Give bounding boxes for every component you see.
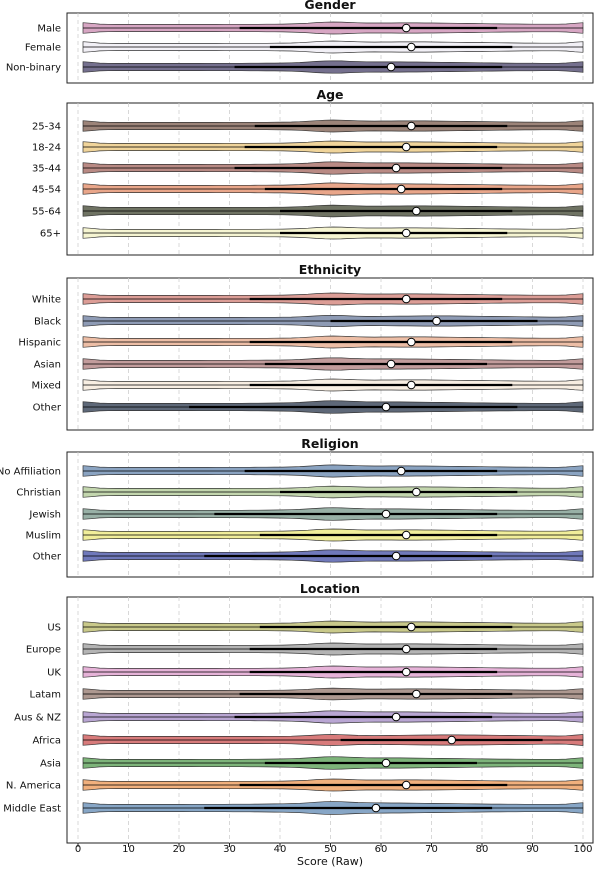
median-point xyxy=(386,359,396,369)
median-point xyxy=(401,228,411,238)
panel-title: Religion xyxy=(301,436,358,451)
median-point xyxy=(412,487,421,497)
x-tick-label: 40 xyxy=(274,844,287,855)
median-point xyxy=(447,735,457,745)
category-label: Female xyxy=(25,43,61,54)
median-point xyxy=(407,42,416,52)
x-tick-label: 70 xyxy=(425,844,438,855)
category-label: No Affiliation xyxy=(0,467,61,478)
category-label: N. America xyxy=(6,781,61,792)
panel-title: Location xyxy=(300,581,360,596)
median-point xyxy=(407,622,416,632)
category-label: Other xyxy=(33,403,62,414)
x-axis-label: Score (Raw) xyxy=(297,855,363,868)
median-point xyxy=(396,184,406,194)
x-tick-label: 20 xyxy=(173,844,186,855)
x-tick-label: 50 xyxy=(324,844,337,855)
category-label: Black xyxy=(34,317,61,328)
median-point xyxy=(371,803,381,813)
category-label: Christian xyxy=(16,488,61,499)
median-point xyxy=(412,689,421,699)
panel-title: Ethnicity xyxy=(299,262,361,277)
category-label: Muslim xyxy=(26,531,61,542)
category-label: Africa xyxy=(32,736,61,747)
category-label: Male xyxy=(37,24,61,35)
median-point xyxy=(401,530,411,540)
median-point xyxy=(407,337,416,347)
median-point xyxy=(391,712,401,722)
x-tick-label: 0 xyxy=(75,844,81,855)
category-label: 18-24 xyxy=(32,143,61,154)
x-tick-label: 100 xyxy=(573,844,592,855)
median-point xyxy=(432,316,441,326)
category-label: 65+ xyxy=(40,229,61,240)
median-point xyxy=(386,62,396,72)
median-point xyxy=(401,142,411,152)
median-point xyxy=(401,667,411,677)
median-point xyxy=(381,509,391,519)
x-tick-label: 30 xyxy=(223,844,236,855)
median-point xyxy=(407,380,416,390)
category-label: Middle East xyxy=(3,804,61,815)
median-point xyxy=(401,780,411,790)
median-point xyxy=(396,466,406,476)
panel-title: Gender xyxy=(304,0,356,12)
median-point xyxy=(412,206,421,216)
category-label: Non-binary xyxy=(6,63,61,74)
category-label: Aus & NZ xyxy=(14,713,61,724)
category-label: Asia xyxy=(40,759,61,770)
category-label: White xyxy=(32,295,61,306)
category-label: Europe xyxy=(26,645,61,656)
category-label: UK xyxy=(47,668,61,679)
median-point xyxy=(381,758,391,768)
panel-title: Age xyxy=(316,87,343,102)
category-label: US xyxy=(47,623,61,634)
x-tick-label: 60 xyxy=(375,844,388,855)
category-label: Hispanic xyxy=(18,338,61,349)
median-point xyxy=(401,23,411,33)
category-label: Jewish xyxy=(28,510,61,521)
median-point xyxy=(407,121,416,131)
median-point xyxy=(381,402,391,412)
category-label: Mixed xyxy=(31,381,61,392)
median-point xyxy=(391,163,401,173)
median-point xyxy=(401,644,411,654)
category-label: 25-34 xyxy=(32,122,61,133)
category-label: Other xyxy=(33,552,62,563)
category-label: 35-44 xyxy=(32,164,61,175)
category-label: Asian xyxy=(34,360,61,371)
x-tick-label: 10 xyxy=(122,844,135,855)
x-tick-label: 80 xyxy=(476,844,489,855)
category-label: 55-64 xyxy=(32,207,61,218)
x-tick-label: 90 xyxy=(526,844,539,855)
category-label: Latam xyxy=(30,690,62,701)
category-label: 45-54 xyxy=(32,185,61,196)
median-point xyxy=(391,551,401,561)
median-point xyxy=(401,294,411,304)
